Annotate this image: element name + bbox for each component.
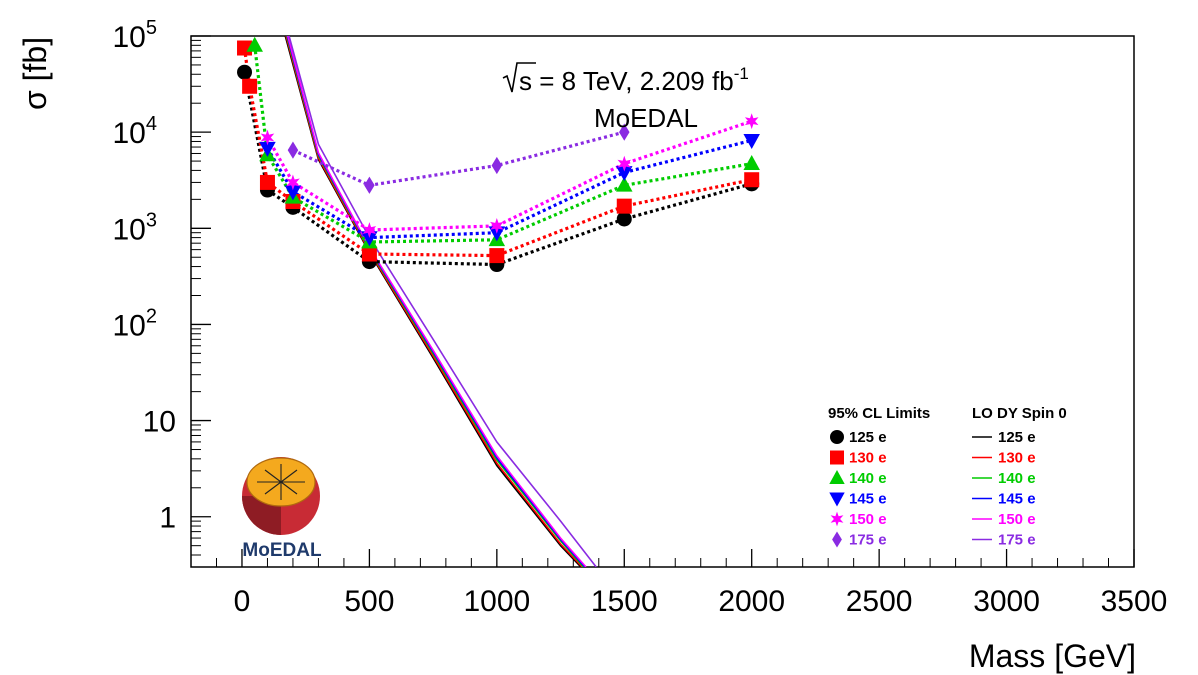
data-point — [489, 248, 505, 264]
legend-marker — [830, 450, 844, 465]
x-tick-label: 1500 — [591, 585, 658, 618]
lumi-exponent: -1 — [734, 64, 749, 83]
theory-line — [288, 36, 597, 567]
x-tick-label: 2500 — [846, 585, 913, 618]
legend-limit-label: 140 e — [849, 470, 887, 487]
legend-limits-title: 95% CL Limits — [828, 405, 930, 422]
markers — [237, 36, 760, 273]
logo-arrows — [257, 464, 305, 500]
y-tick-label: 1 — [159, 502, 176, 535]
data-point — [744, 113, 759, 130]
data-point — [490, 218, 504, 234]
data-point — [488, 226, 506, 242]
legend-marker — [830, 430, 844, 444]
x-tick-label: 2000 — [718, 585, 785, 618]
data-point — [616, 176, 633, 192]
data-point — [361, 231, 378, 247]
limit-line — [266, 138, 753, 240]
energy-prefix: s — [519, 66, 532, 96]
data-point — [259, 141, 276, 157]
data-point — [260, 129, 275, 146]
x-axis-title: Mass [GeV] — [969, 638, 1136, 674]
data-point — [616, 166, 633, 182]
legend-theory-title: LO DY Spin 0 — [972, 405, 1067, 422]
legend-limit-label: 175 e — [849, 532, 887, 549]
data-point — [362, 222, 377, 238]
legend-rows: 125 e 130 e 140 e 145 e 150 e 175 e 125 e 130 e… — [829, 429, 1036, 549]
theory-line — [286, 36, 586, 567]
y-tick-label: 105 — [113, 17, 158, 54]
energy-rest: = 8 TeV, 2.209 fb — [532, 66, 734, 96]
x-tick-label: 500 — [344, 585, 394, 618]
legend-theory-label: 130 e — [998, 450, 1036, 467]
theory-lines — [284, 36, 597, 567]
data-point — [287, 141, 299, 159]
legend-marker — [832, 531, 842, 548]
data-point — [616, 198, 632, 214]
data-point — [616, 211, 632, 227]
data-point — [364, 176, 375, 194]
experiment-label: MoEDAL — [594, 103, 698, 133]
data-point — [743, 155, 760, 171]
legend-limit-label: 150 e — [849, 511, 887, 528]
y-tick-label: 10 — [143, 406, 176, 439]
y-tick-label: 104 — [113, 113, 158, 150]
data-point — [237, 40, 253, 56]
legend-theory-label: 145 e — [998, 491, 1036, 508]
y-axis-title: σ [fb] — [17, 37, 53, 110]
legend-theory-label: 140 e — [998, 470, 1036, 487]
data-point — [286, 174, 300, 191]
data-point — [237, 64, 253, 80]
theory-line — [287, 36, 587, 567]
x-tick-label: 3500 — [1101, 585, 1168, 618]
legend-marker — [829, 469, 845, 484]
axes: 0 500 1000 1500 2000 2500 3000 3500 1 10 102 103 104… — [113, 17, 1168, 618]
legend-theory-label: 125 e — [998, 429, 1036, 446]
data-point — [743, 134, 760, 150]
theory-line — [286, 36, 585, 567]
legend-marker — [830, 511, 844, 527]
legend-marker — [829, 492, 845, 507]
x-tick-label: 3000 — [973, 585, 1040, 618]
data-point — [242, 78, 258, 94]
data-point — [619, 123, 630, 141]
limit-line — [266, 119, 753, 232]
data-point — [744, 172, 760, 188]
logo-text: MoEDAL — [242, 540, 322, 561]
x-tick-label: 0 — [234, 585, 251, 618]
logo-shadow — [242, 496, 281, 535]
data-point — [491, 156, 503, 175]
energy-label: s = 8 TeV, 2.209 fb-1 — [519, 64, 749, 96]
y-tick-label: 103 — [113, 209, 158, 246]
x-tick-label: 1000 — [463, 585, 530, 618]
data-point — [361, 246, 377, 262]
limit-line — [292, 130, 625, 187]
y-tick-label: 102 — [113, 305, 158, 342]
theory-line — [284, 36, 582, 567]
data-point — [617, 155, 632, 172]
plot-frame — [190, 35, 1135, 568]
limit-line — [242, 47, 753, 258]
energy-annotation: s = 8 TeV, 2.209 fb-1 — [502, 62, 749, 96]
moedal-logo: MoEDAL — [242, 457, 322, 561]
legend-theory-label: 175 e — [998, 532, 1036, 549]
legend: 95% CL Limits LO DY Spin 0 125 e 130 e 140… — [828, 405, 1067, 549]
sqrt-symbol — [502, 62, 536, 93]
data-point — [259, 174, 275, 190]
legend-limit-label: 125 e — [849, 429, 887, 446]
theory-line — [285, 36, 583, 567]
data-point — [284, 185, 302, 201]
legend-limit-label: 130 e — [849, 450, 887, 467]
data-point — [246, 36, 263, 52]
legend-limit-label: 145 e — [849, 491, 887, 508]
legend-theory-label: 150 e — [998, 511, 1036, 528]
